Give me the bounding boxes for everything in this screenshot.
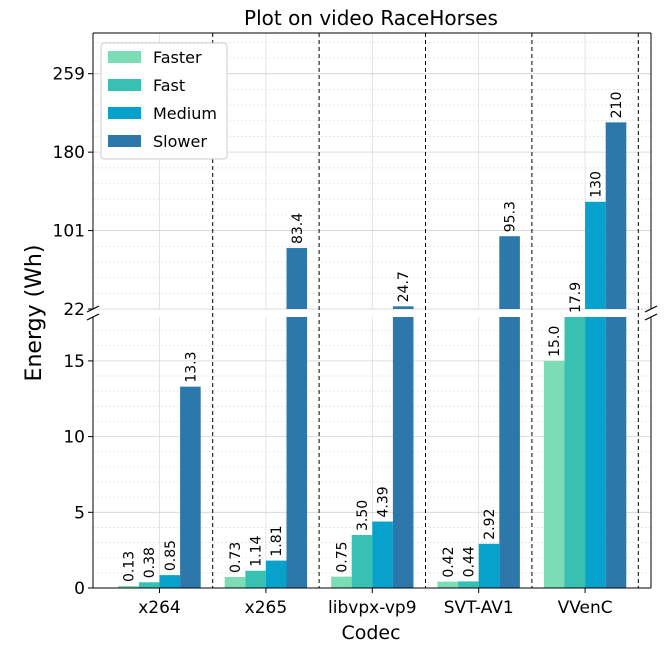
y-tick-label: 101 — [53, 222, 85, 242]
legend-swatch — [108, 135, 141, 147]
bar — [605, 317, 627, 588]
bar-value-label: 13.3 — [183, 351, 199, 382]
bar — [605, 122, 627, 310]
x-axis-label: Codec — [341, 622, 400, 644]
bar — [437, 581, 459, 588]
bar-value-label: 15.0 — [547, 326, 563, 357]
y-tick-label: 0 — [74, 579, 85, 599]
bar-value-label: 0.85 — [163, 540, 179, 571]
y-tick-label: 10 — [63, 428, 85, 448]
y-tick-label: 15 — [63, 352, 85, 372]
bar-value-label: 4.39 — [376, 486, 392, 517]
x-tick-label: libvpx-vp9 — [328, 598, 417, 618]
bar-value-label: 0.73 — [228, 542, 244, 573]
bar — [392, 306, 414, 309]
bar — [543, 360, 565, 588]
bar — [585, 317, 606, 588]
bar-labels: 0.13 0.73 0.75 0.42 15.0 0.38 1.14 3.50 0.44 17.9… — [122, 92, 625, 582]
bar — [499, 236, 520, 309]
bar-value-label: 0.44 — [461, 546, 477, 577]
legend-label: Fast — [153, 76, 185, 95]
legend-box — [100, 42, 228, 160]
axis-break-mark — [644, 313, 658, 321]
bar-value-label: 130 — [588, 171, 604, 198]
legend-label: Medium — [153, 104, 217, 123]
bar-value-label: 0.13 — [122, 551, 138, 582]
bar-value-label: 17.9 — [568, 282, 584, 313]
bar — [286, 248, 308, 309]
bar — [564, 317, 586, 588]
bar — [458, 581, 479, 588]
bar — [478, 543, 500, 588]
bar-value-label: 83.4 — [290, 213, 306, 244]
y-axis-label: Energy (Wh) — [22, 245, 47, 382]
bar — [245, 570, 266, 588]
legend-swatch — [108, 51, 141, 63]
axis-break-mark — [644, 305, 658, 313]
bar — [118, 586, 139, 588]
legend-swatch — [108, 107, 141, 119]
bar-value-label: 1.81 — [269, 525, 285, 556]
bar-value-label: 1.14 — [249, 535, 265, 566]
legend: Faster Fast Medium Slower — [100, 42, 228, 160]
y-tick-label: 22 — [63, 300, 85, 320]
bar — [159, 575, 181, 588]
bar-value-label: 0.42 — [441, 546, 457, 577]
legend-label: Faster — [153, 48, 202, 67]
y-tick-label: 5 — [74, 503, 85, 523]
bar — [585, 201, 606, 309]
bars — [118, 122, 627, 588]
legend-label: Slower — [153, 132, 207, 151]
bar — [138, 582, 160, 588]
bar-value-label: 3.50 — [355, 500, 371, 531]
x-tick-label: x264 — [138, 598, 181, 618]
bar-value-label: 0.75 — [334, 541, 350, 572]
bar — [392, 317, 414, 588]
axes-frame — [86, 32, 658, 589]
bar — [499, 317, 520, 588]
bar — [286, 317, 308, 588]
x-tick-label: VVenC — [558, 598, 613, 618]
bar — [180, 386, 201, 588]
bar — [224, 576, 246, 588]
y-tick-label: 259 — [53, 65, 85, 85]
bar-value-label: 210 — [609, 92, 625, 119]
bar-value-label: 24.7 — [396, 271, 412, 302]
x-tick-label: x265 — [245, 598, 288, 618]
bar-value-label: 95.3 — [503, 201, 519, 232]
legend-swatch — [108, 79, 141, 91]
bar — [331, 576, 352, 588]
bar — [351, 535, 373, 588]
bar — [265, 560, 287, 588]
x-ticks: x264 x265 libvpx-vp9 SVT-AV1 VVenC — [138, 588, 613, 618]
x-tick-label: SVT-AV1 — [444, 598, 514, 618]
y-ticks: 0 5 10 15 22 101 180 259 — [53, 65, 93, 599]
bar-value-label: 0.38 — [142, 547, 158, 578]
bar — [372, 521, 393, 588]
y-tick-label: 180 — [53, 143, 85, 163]
chart-title: Plot on video RaceHorses — [244, 6, 498, 30]
axis-break-mark — [86, 313, 100, 321]
bar-value-label: 2.92 — [482, 509, 498, 540]
